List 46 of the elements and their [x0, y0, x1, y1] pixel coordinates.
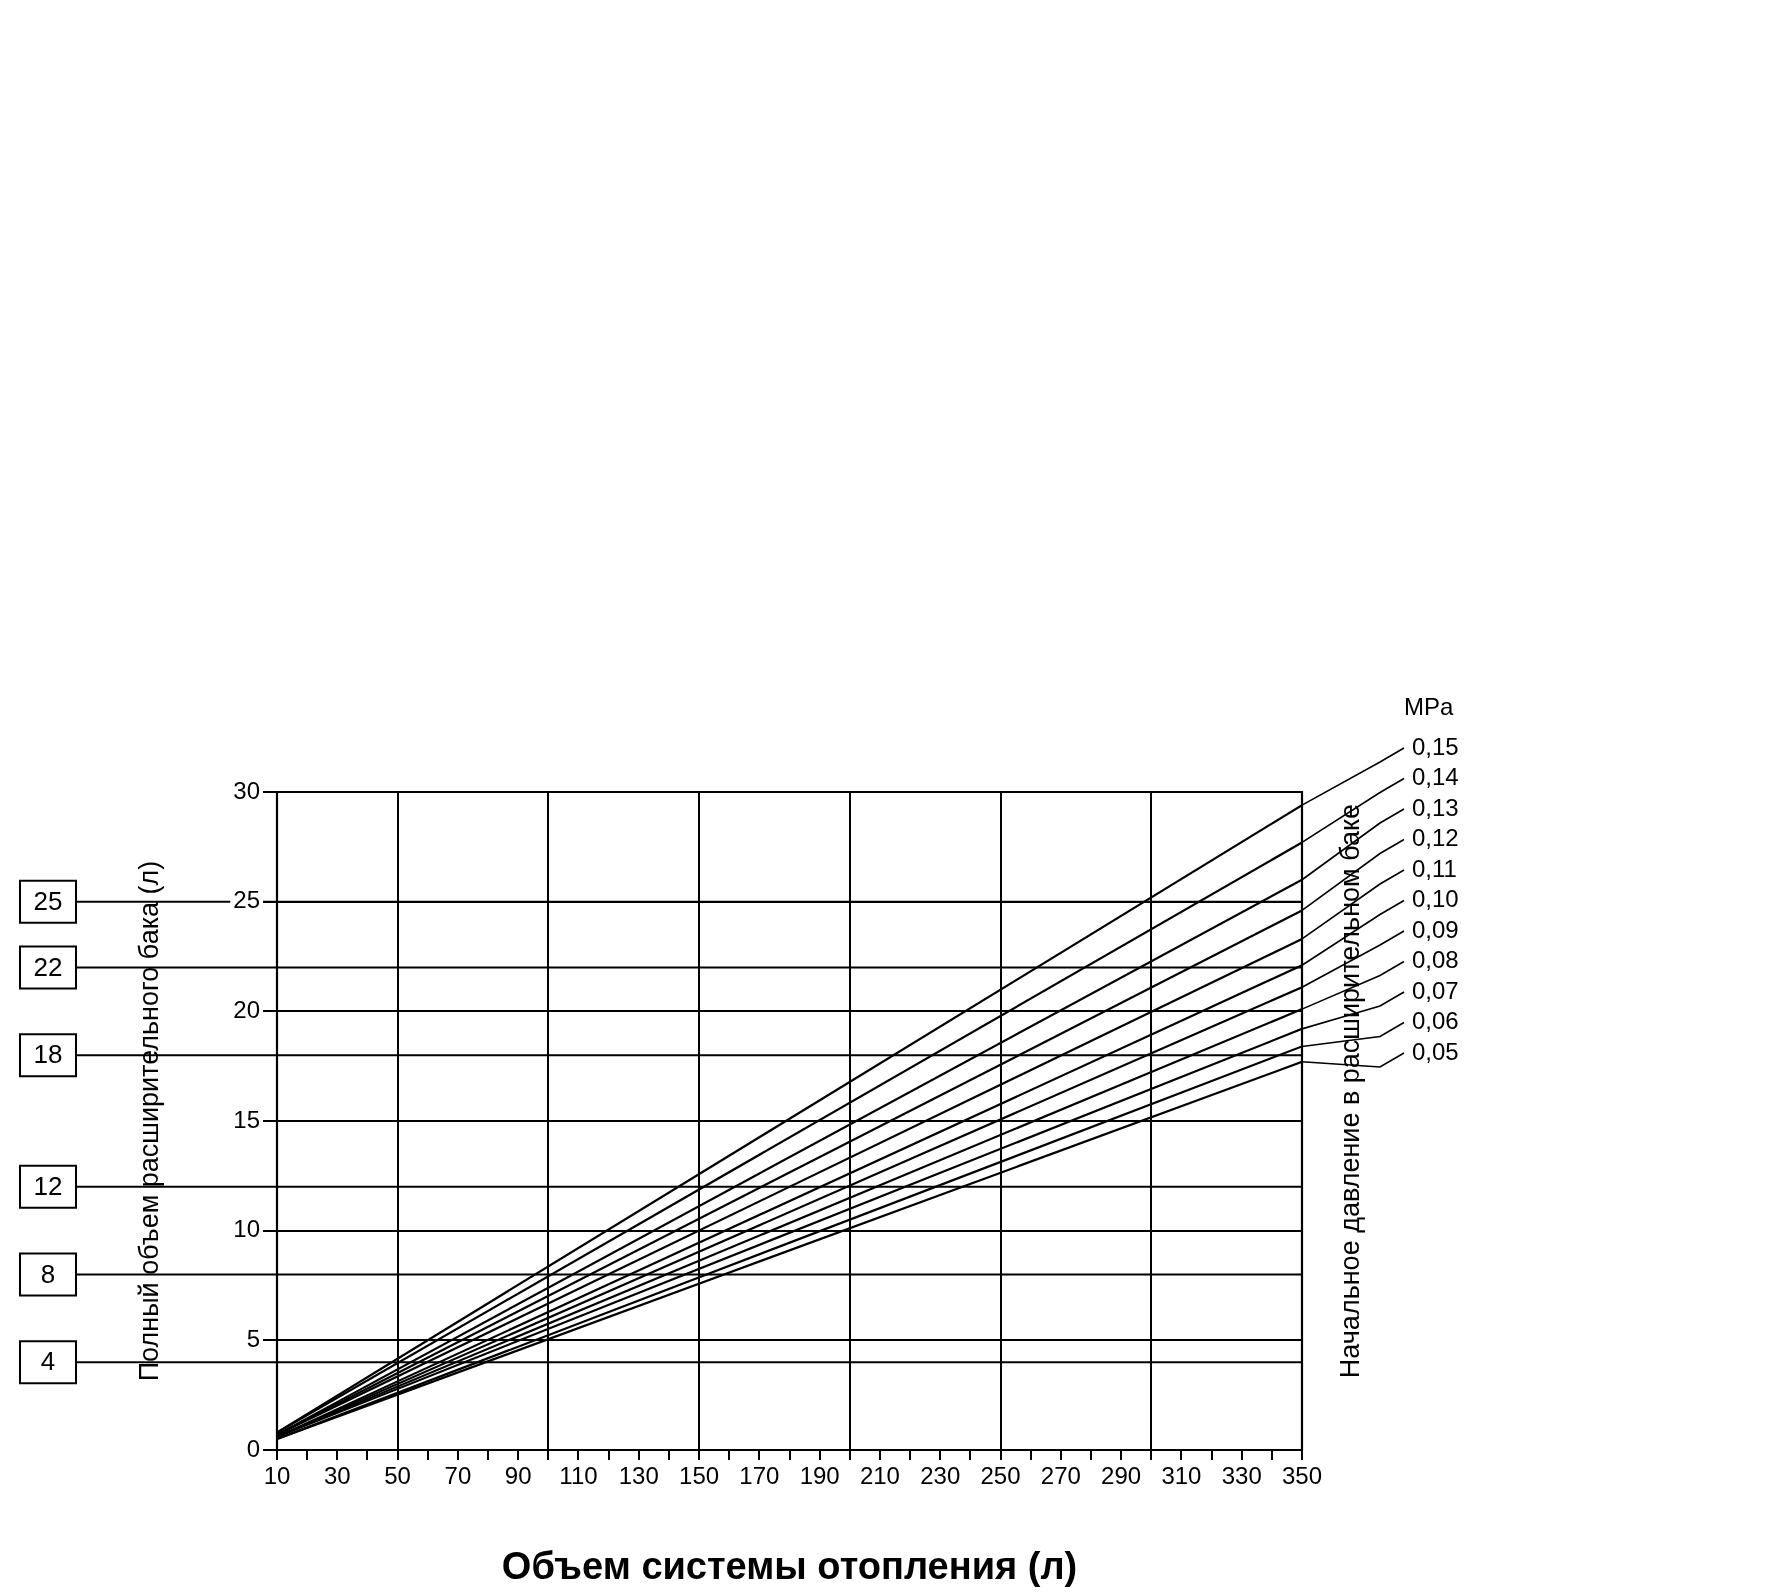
x-tick-label: 170	[739, 1462, 780, 1490]
y-tick-label: 20	[233, 995, 260, 1023]
legend-label: 0,06	[1412, 1007, 1459, 1035]
x-tick-label: 210	[859, 1462, 900, 1490]
ref-line-label: 12	[33, 1170, 63, 1201]
x-tick-label: 110	[559, 1462, 598, 1490]
y-tick-label: 15	[233, 1105, 260, 1133]
x-tick-label: 330	[1221, 1462, 1262, 1490]
text: 0,13	[1412, 793, 1459, 821]
text: 0,10	[1412, 885, 1459, 913]
text: 0,14	[1412, 763, 1459, 791]
ref-line-label: 8	[40, 1258, 56, 1289]
ref-line-label: 22	[33, 951, 63, 982]
text: 0,07	[1412, 976, 1459, 1004]
text: 0,15	[1412, 732, 1459, 760]
text: 0,12	[1412, 824, 1459, 852]
legend-title: MPa	[1404, 692, 1454, 720]
y-axis-title: Полный объем расширительного бака (л)	[133, 860, 164, 1382]
x-tick-label: 230	[920, 1462, 961, 1490]
x-tick-label: 130	[618, 1462, 659, 1490]
text: 0,09	[1412, 915, 1459, 943]
y-tick-label: 10	[233, 1215, 260, 1243]
text: 0,08	[1412, 946, 1459, 974]
x-axis-title: Объем системы отопления (л)	[501, 1544, 1078, 1587]
x-tick-label: 190	[799, 1462, 840, 1490]
x-tick-label: 50	[384, 1462, 411, 1490]
ref-line-label: 4	[40, 1346, 56, 1377]
x-tick-label: 150	[679, 1462, 720, 1490]
legend-label: 0,05	[1412, 1037, 1459, 1065]
y-tick-label: 5	[246, 1324, 260, 1352]
ref-line-label: 25	[33, 885, 63, 916]
ref-line-label: 18	[33, 1039, 63, 1070]
y-tick-label: 0	[246, 1434, 260, 1462]
x-tick-label: 10	[263, 1462, 291, 1490]
y-tick-label: 30	[233, 776, 260, 804]
x-tick-label: 290	[1101, 1462, 1142, 1490]
x-tick-label: 250	[980, 1462, 1021, 1490]
x-tick-label: 310	[1161, 1462, 1202, 1490]
y-tick-label: 25	[233, 886, 260, 914]
x-tick-label: 90	[504, 1462, 532, 1490]
x-tick-label: 270	[1040, 1462, 1081, 1490]
text: Начальное давление в расширительном баке	[1335, 803, 1366, 1379]
text: 0,11	[1412, 854, 1457, 882]
x-tick-label: 70	[444, 1462, 472, 1490]
x-tick-label: 30	[323, 1462, 351, 1490]
x-tick-label: 350	[1281, 1462, 1323, 1490]
